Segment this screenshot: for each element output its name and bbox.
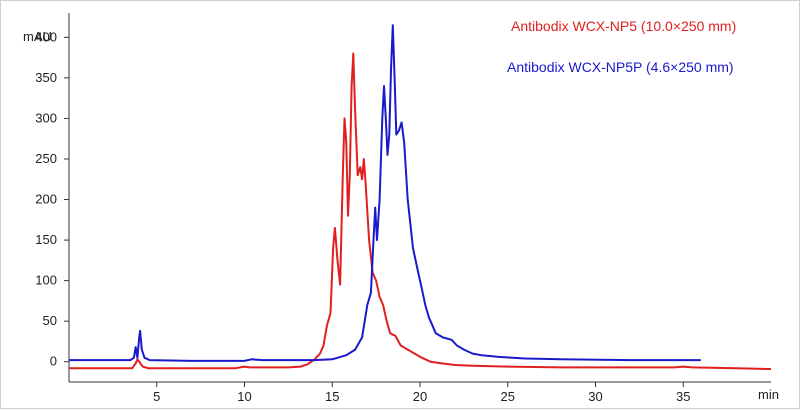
y-tick-label: 400 bbox=[35, 29, 57, 44]
y-tick-label: 50 bbox=[43, 313, 57, 328]
y-tick-label: 300 bbox=[35, 110, 57, 125]
x-tick-label: 25 bbox=[501, 389, 515, 404]
series-lines bbox=[69, 24, 771, 370]
y-tick-label: 0 bbox=[50, 354, 57, 369]
x-tick-label: 10 bbox=[237, 389, 251, 404]
ticks: 0 50 100 150 200 250 300 350 400 5 10 15 20 25 30 35 bbox=[35, 29, 690, 404]
legend-entry-np5p: Antibodix WCX-NP5P (4.6×250 mm) bbox=[507, 59, 734, 75]
x-tick-label: 5 bbox=[153, 389, 160, 404]
y-tick-label: 350 bbox=[35, 70, 57, 85]
y-tick-label: 100 bbox=[35, 273, 57, 288]
series-line-0 bbox=[69, 52, 771, 370]
y-tick-label: 250 bbox=[35, 151, 57, 166]
x-tick-label: 35 bbox=[676, 389, 690, 404]
x-tick-label: 20 bbox=[413, 389, 427, 404]
legend-entry-np5: Antibodix WCX-NP5 (10.0×250 mm) bbox=[511, 18, 736, 34]
y-tick-label: 150 bbox=[35, 232, 57, 247]
y-tick-label: 200 bbox=[35, 192, 57, 207]
x-tick-label: 15 bbox=[325, 389, 339, 404]
y-axis-label: mAU bbox=[23, 29, 52, 44]
x-axis-label: min bbox=[758, 387, 779, 402]
series-line-1 bbox=[69, 24, 701, 362]
x-tick-label: 30 bbox=[588, 389, 602, 404]
